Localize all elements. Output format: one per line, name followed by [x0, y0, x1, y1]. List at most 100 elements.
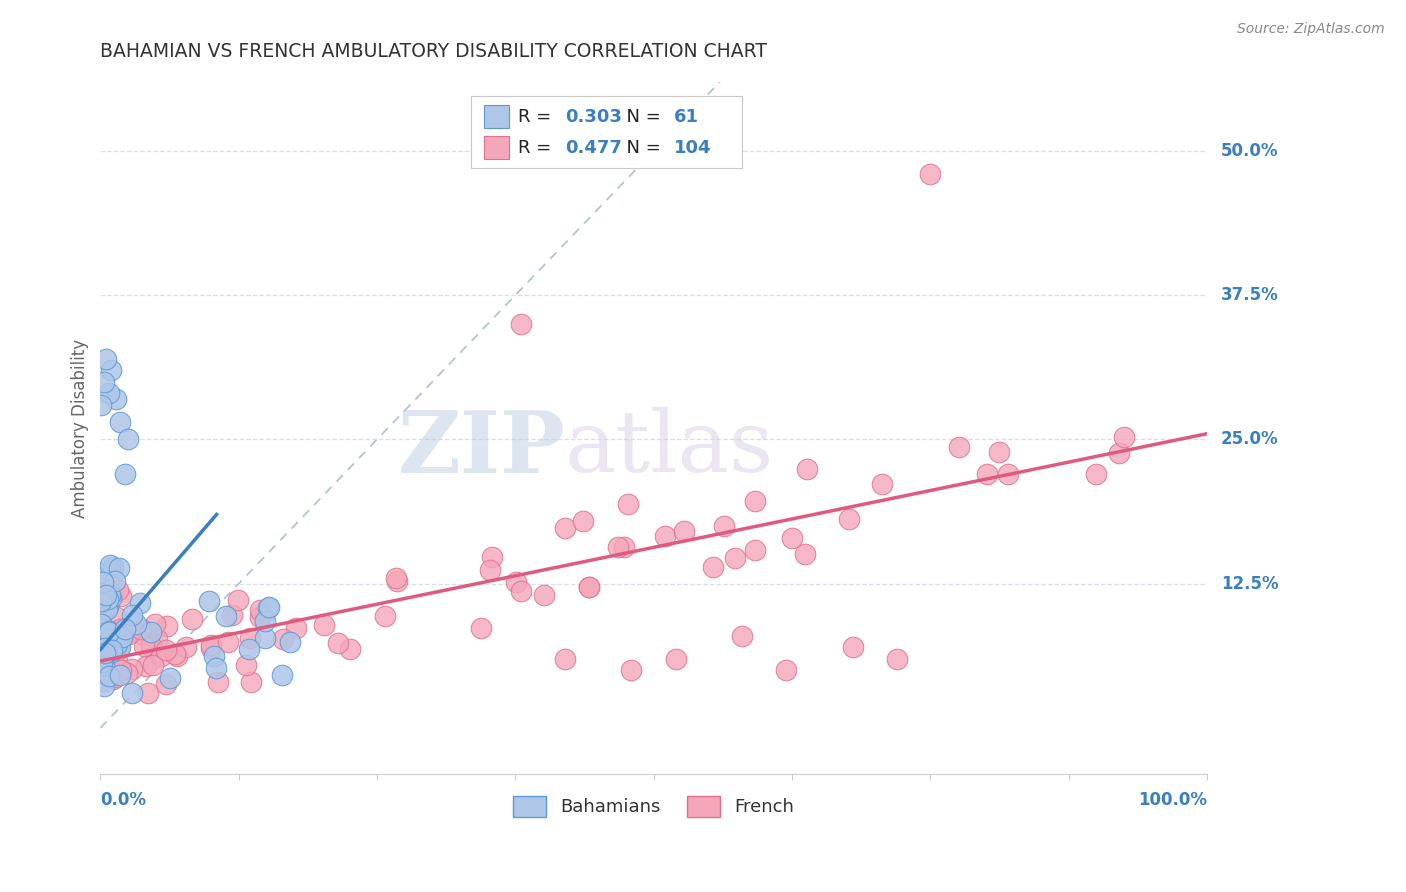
French — [235, 658, 257, 673]
Bahamians — [96, 602, 118, 616]
Text: 0.0%: 0.0% — [100, 791, 146, 809]
Bahamians — [93, 662, 115, 676]
French — [181, 612, 204, 626]
French — [200, 638, 222, 652]
Bahamians — [90, 626, 112, 640]
French — [673, 524, 696, 539]
French — [838, 512, 860, 526]
French — [200, 640, 222, 655]
French — [163, 647, 186, 661]
Text: 104: 104 — [673, 138, 711, 156]
Text: atlas: atlas — [565, 407, 775, 491]
French — [100, 653, 122, 667]
Bahamians — [129, 596, 152, 610]
French — [117, 665, 139, 680]
French — [108, 622, 131, 636]
French — [578, 580, 600, 594]
French — [155, 642, 177, 657]
French — [90, 655, 112, 669]
Text: N =: N = — [614, 138, 666, 156]
Bahamians — [90, 566, 112, 580]
Bahamians — [98, 386, 121, 401]
Bahamians — [91, 655, 114, 669]
French — [554, 521, 576, 535]
Text: 50.0%: 50.0% — [1220, 142, 1278, 160]
French — [135, 659, 157, 673]
French — [110, 589, 132, 603]
French — [239, 631, 262, 645]
French — [90, 652, 112, 666]
French — [481, 550, 503, 565]
Text: BAHAMIAN VS FRENCH AMBULATORY DISABILITY CORRELATION CHART: BAHAMIAN VS FRENCH AMBULATORY DISABILITY… — [100, 42, 768, 61]
Text: 0.477: 0.477 — [565, 138, 621, 156]
French — [509, 584, 531, 599]
French — [312, 618, 335, 632]
Bahamians — [97, 624, 120, 638]
French — [572, 514, 595, 528]
French — [90, 651, 112, 665]
Bahamians — [104, 630, 127, 644]
Bahamians — [90, 398, 112, 412]
French — [91, 587, 114, 601]
French — [110, 663, 132, 677]
French — [131, 626, 153, 640]
French — [91, 655, 114, 669]
Bahamians — [94, 640, 117, 655]
Bahamians — [101, 559, 124, 574]
French — [385, 571, 408, 585]
Text: 61: 61 — [673, 108, 699, 126]
French — [665, 651, 688, 665]
Bahamians — [93, 647, 115, 661]
French — [226, 593, 249, 607]
French — [90, 635, 112, 649]
Bahamians — [110, 640, 132, 654]
Bahamians — [121, 607, 143, 622]
French — [271, 632, 294, 646]
Text: 25.0%: 25.0% — [1220, 431, 1278, 449]
French — [166, 649, 188, 664]
French — [976, 467, 998, 481]
French — [339, 641, 361, 656]
French — [374, 609, 396, 624]
Bahamians — [257, 599, 280, 614]
Bahamians — [107, 561, 129, 575]
French — [93, 659, 115, 673]
French — [505, 575, 527, 590]
Bahamians — [93, 574, 115, 589]
French — [136, 686, 159, 700]
French — [108, 642, 131, 657]
French — [886, 651, 908, 665]
Text: R =: R = — [517, 108, 557, 126]
Bahamians — [96, 588, 118, 602]
Bahamians — [94, 351, 117, 366]
Bahamians — [214, 608, 236, 623]
Text: ZIP: ZIP — [398, 407, 565, 491]
French — [150, 649, 173, 664]
Bahamians — [94, 632, 117, 646]
French — [101, 655, 124, 669]
French — [724, 550, 747, 565]
Bahamians — [98, 624, 121, 639]
French — [713, 519, 735, 533]
Text: 12.5%: 12.5% — [1220, 574, 1278, 592]
French — [1085, 467, 1108, 482]
Bahamians — [100, 363, 122, 377]
French — [101, 589, 124, 603]
French — [613, 540, 636, 554]
French — [107, 583, 129, 598]
French — [105, 654, 128, 668]
Bar — [484, 136, 509, 159]
French — [744, 543, 766, 558]
French — [782, 531, 804, 545]
Bahamians — [114, 622, 136, 636]
Bahamians — [159, 671, 181, 685]
French — [105, 610, 128, 624]
French — [578, 580, 600, 594]
French — [217, 634, 239, 648]
Bahamians — [100, 645, 122, 659]
French — [103, 630, 125, 644]
Text: R =: R = — [517, 138, 557, 156]
Text: 37.5%: 37.5% — [1220, 286, 1278, 304]
French — [104, 670, 127, 684]
Bahamians — [104, 392, 127, 406]
